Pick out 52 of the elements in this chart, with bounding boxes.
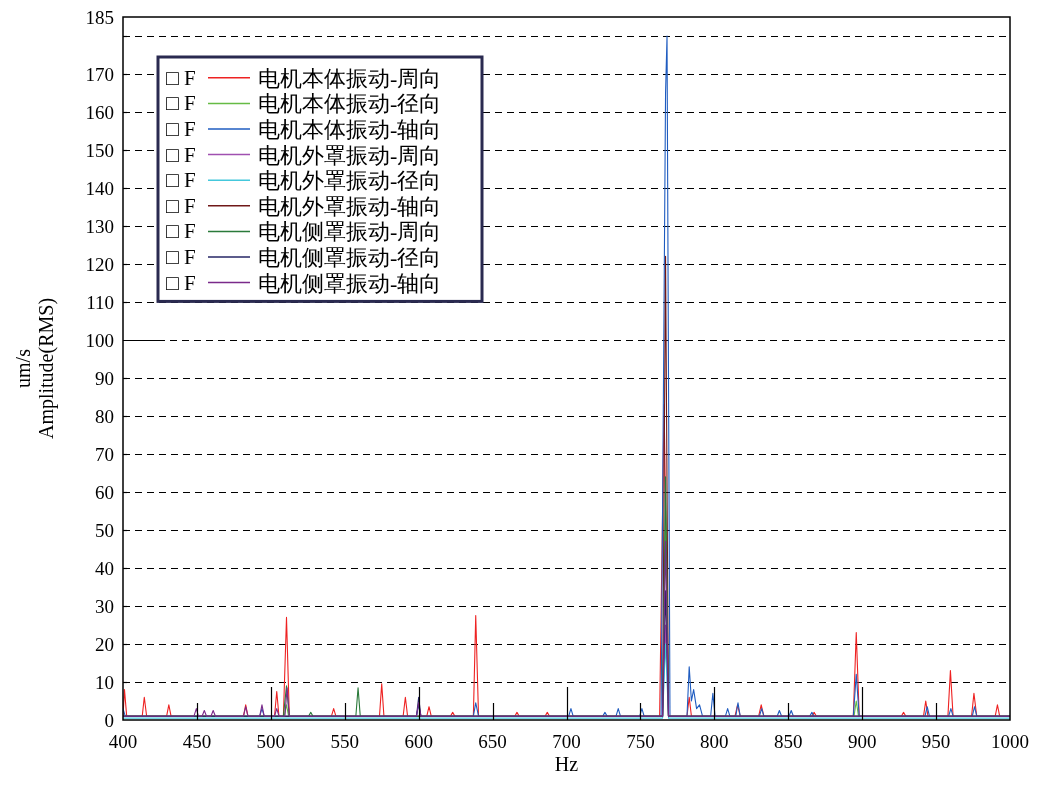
legend-label: 电机侧罩振动-周向 [258,219,442,245]
annotation: □ F [166,193,196,218]
y-tick-label: 70 [95,443,114,465]
annotation: □ F [166,245,196,269]
x-tick-label: 400 [108,731,138,752]
y-axis-title: um/s Amplitude(RMS) [12,297,58,440]
y-tick-label: 60 [95,481,114,503]
x-axis-title: Hz [554,753,579,775]
x-tick-label: 750 [626,731,655,752]
legend-label: 电机本体振动-径向 [258,91,442,117]
y-tick-label: 160 [85,101,114,123]
y-tick-label: 120 [85,253,114,275]
y-tick-label: 185 [85,6,114,28]
annotation: □ F [166,142,196,167]
y-tick-label: 80 [95,405,114,427]
annotation: □ F [166,91,196,116]
y-tick-label: 40 [95,557,114,579]
y-tick-label: 30 [95,595,114,617]
y-tick-label: 10 [95,671,114,693]
y-tick-label: 50 [95,519,114,541]
x-tick-label: 450 [182,731,212,752]
annotation: □ F [166,117,196,141]
x-tick-label: 700 [552,731,581,752]
annotation: □ F [166,270,196,295]
x-tick-label: 600 [404,731,433,752]
y-tick-label: 150 [85,139,114,161]
legend-label: 电机侧罩振动-径向 [258,245,442,270]
y-tick-label: 100 [85,329,114,351]
y-tick-label: 110 [86,291,114,313]
y-tick-label: 20 [95,633,114,655]
x-tick-label: 550 [330,731,359,752]
x-tick-label: 950 [921,731,951,752]
x-tick-label: 500 [256,731,286,752]
legend-label: 电机本体振动-周向 [258,65,442,91]
legend-label: 电机侧罩振动-轴向 [258,270,442,296]
x-tick-label: 650 [478,731,507,752]
legend-label: 电机外罩振动-周向 [258,142,442,168]
annotation: □ F [166,219,196,244]
legend-label: 电机本体振动-轴向 [258,117,442,142]
x-tick-label: 900 [847,731,877,752]
y-tick-label: 170 [85,63,114,85]
y-tick-label: 140 [85,177,114,199]
legend-label: 电机外罩振动-径向 [258,168,442,194]
y-tick-label: 0 [104,709,114,731]
x-tick-label: 1000 [991,731,1029,752]
x-tick-label: 850 [774,731,803,752]
x-tick-label: 800 [700,731,729,752]
y-tick-label: 130 [85,215,114,237]
annotation: □ F [166,65,196,90]
legend-label: 电机外罩振动-轴向 [258,193,442,219]
annotation: □ F [166,168,196,193]
y-tick-label: 90 [95,367,114,389]
